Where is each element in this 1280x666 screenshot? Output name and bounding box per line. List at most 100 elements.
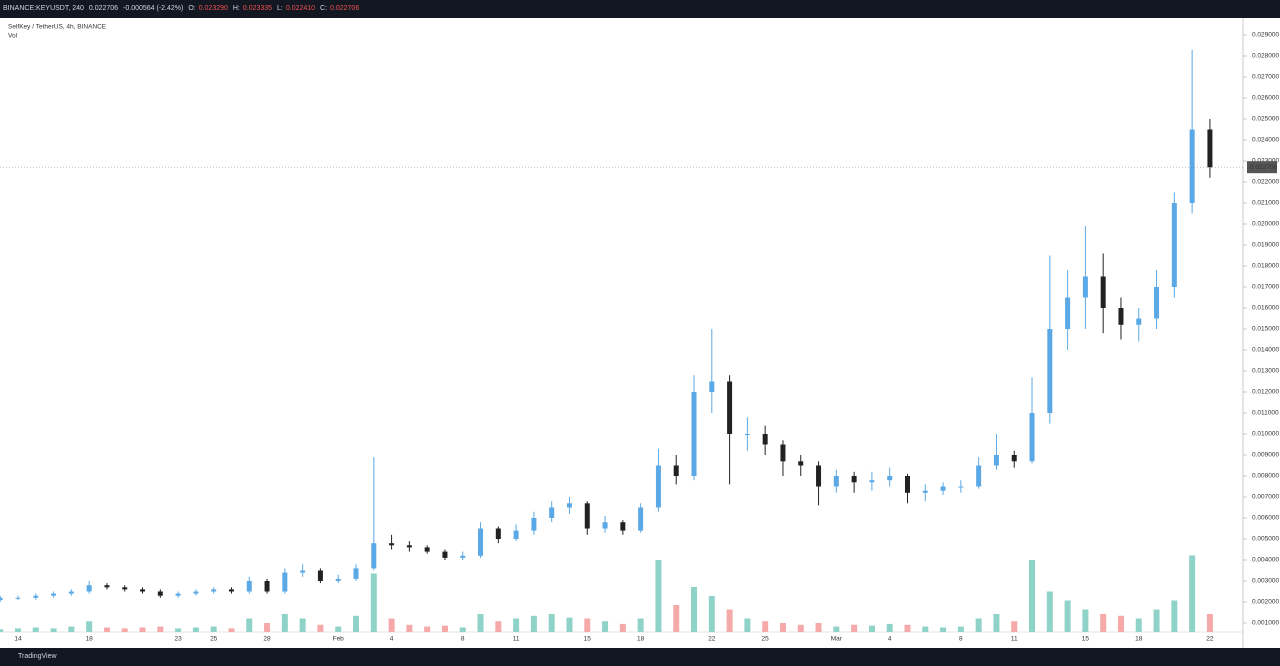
last-price-tag	[1247, 161, 1277, 174]
footer-bar: TradingView	[0, 648, 1280, 666]
candle-body	[246, 581, 252, 592]
x-tick-label: Feb	[333, 636, 345, 643]
y-tick-label: 0.003000	[1252, 578, 1279, 585]
y-tick-label: 0.024000	[1252, 137, 1279, 144]
volume-bar	[744, 618, 751, 632]
candle-body	[638, 507, 644, 531]
x-tick-label: 14	[14, 636, 22, 643]
x-tick-label: 18	[86, 636, 94, 643]
candle-body	[976, 465, 982, 487]
candle-body	[1136, 318, 1142, 325]
candle-body	[424, 547, 430, 552]
candle-body	[68, 591, 74, 594]
volume-bar	[103, 627, 110, 632]
volume-bar	[957, 626, 964, 632]
x-tick-label: 22	[708, 636, 716, 643]
candle-body	[655, 465, 661, 508]
y-tick-label: 0.009000	[1252, 452, 1279, 459]
volume-bar	[637, 618, 644, 632]
volume-bar	[50, 628, 57, 632]
volume-bar	[388, 618, 395, 632]
candle-body	[762, 434, 768, 445]
volume-bar	[886, 623, 893, 632]
candle-body	[549, 507, 555, 518]
candle-body	[922, 490, 928, 493]
candle-body	[1065, 297, 1071, 329]
candle-body	[140, 589, 146, 592]
candle-body	[33, 595, 39, 598]
volume-bar	[993, 614, 1000, 632]
candle-body	[175, 593, 181, 596]
volume-bar	[228, 628, 235, 632]
volume-bar	[1135, 618, 1142, 632]
y-tick-label: 0.018000	[1252, 263, 1279, 270]
legend: SelfKey / TetherUS, 4h, BINANCE	[8, 24, 107, 31]
volume-bar	[441, 625, 448, 632]
candle-body	[478, 528, 484, 556]
candle-body	[1171, 203, 1177, 287]
x-tick-label: 18	[637, 636, 645, 643]
volume-bar	[192, 627, 199, 632]
y-tick-label: 0.014000	[1252, 347, 1279, 354]
candle-body	[104, 585, 110, 588]
volume-bar	[762, 621, 769, 632]
y-tick-label: 0.001000	[1252, 620, 1279, 627]
volume-bar	[353, 615, 359, 632]
volume-bar	[1153, 609, 1160, 632]
candle-body	[282, 572, 288, 592]
volume-bar	[86, 621, 93, 632]
candle-body	[673, 465, 679, 476]
candle-body	[353, 568, 359, 579]
y-tick-label: 0.004000	[1252, 557, 1279, 564]
volume-bar	[121, 628, 128, 632]
candle-body	[0, 597, 3, 600]
candle-body	[495, 528, 501, 539]
candle-body	[904, 476, 910, 493]
volume-bar	[815, 623, 822, 632]
low-label: L:	[277, 5, 283, 12]
volume-bar	[708, 596, 715, 632]
volume-bar	[495, 621, 502, 632]
volume-bar	[459, 627, 466, 632]
volume-bar	[335, 626, 342, 632]
volume-bar	[1029, 560, 1036, 632]
x-tick-label: 23	[174, 636, 182, 643]
y-tick-label: 0.020000	[1252, 221, 1279, 228]
brand[interactable]: TradingView	[18, 653, 57, 660]
x-tick-label: 8	[959, 636, 963, 643]
volume-bar	[317, 624, 324, 632]
high-value: 0.023335	[242, 5, 273, 12]
candle-body	[531, 518, 537, 531]
candle-body	[816, 465, 822, 487]
y-tick-label: 0.029000	[1252, 32, 1279, 39]
change: -0.000564 (-2.42%)	[123, 5, 184, 12]
volume-bar	[68, 626, 75, 632]
candle-body	[869, 480, 875, 483]
x-tick-label: 15	[1082, 636, 1090, 643]
candle-body	[193, 591, 199, 594]
candle-body	[691, 392, 697, 476]
candle-body	[887, 476, 893, 481]
volume-bar	[851, 624, 858, 632]
candle-body	[371, 543, 377, 569]
volume-bar	[32, 627, 39, 632]
volume-bar	[264, 623, 271, 632]
volume-bar	[530, 615, 537, 632]
candle-body	[1047, 329, 1053, 413]
x-tick-label: 28	[263, 636, 271, 643]
candle-body	[86, 585, 92, 592]
volume-bar	[1100, 614, 1107, 632]
volume-bar	[477, 614, 484, 632]
close-label: C:	[320, 5, 328, 12]
price: 0.022706	[88, 5, 119, 12]
volume-bar	[868, 625, 875, 632]
candle-body	[1207, 129, 1213, 168]
volume-bar	[584, 618, 591, 632]
volume-bar	[1011, 621, 1018, 632]
y-tick-label: 0.025000	[1252, 116, 1279, 123]
x-tick-label: 11	[513, 636, 520, 643]
volume-bar	[0, 629, 4, 632]
candle-body	[940, 486, 946, 491]
candle-body	[798, 461, 804, 466]
volume-bar	[975, 618, 982, 632]
